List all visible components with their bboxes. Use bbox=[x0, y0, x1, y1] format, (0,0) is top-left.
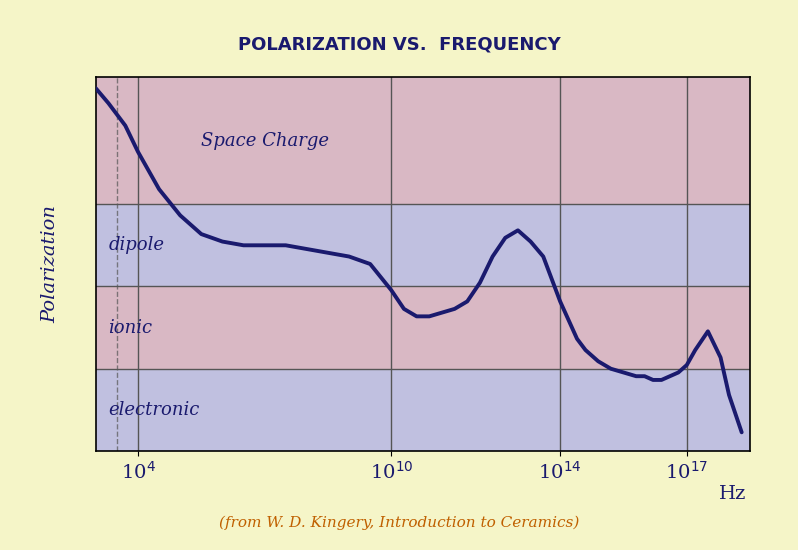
Text: ionic: ionic bbox=[109, 318, 152, 337]
Text: dipole: dipole bbox=[109, 236, 164, 254]
Text: Space Charge: Space Charge bbox=[201, 131, 330, 150]
Bar bbox=[96, 204, 750, 287]
Text: Hz: Hz bbox=[718, 485, 746, 503]
Text: electronic: electronic bbox=[109, 401, 200, 419]
Text: POLARIZATION VS.  FREQUENCY: POLARIZATION VS. FREQUENCY bbox=[238, 35, 560, 53]
Text: (from W. D. Kingery, Introduction to Ceramics): (from W. D. Kingery, Introduction to Cer… bbox=[219, 515, 579, 530]
Bar bbox=[96, 287, 750, 368]
Bar bbox=[96, 368, 750, 451]
Text: Polarization: Polarization bbox=[41, 205, 59, 323]
Bar bbox=[96, 77, 750, 204]
